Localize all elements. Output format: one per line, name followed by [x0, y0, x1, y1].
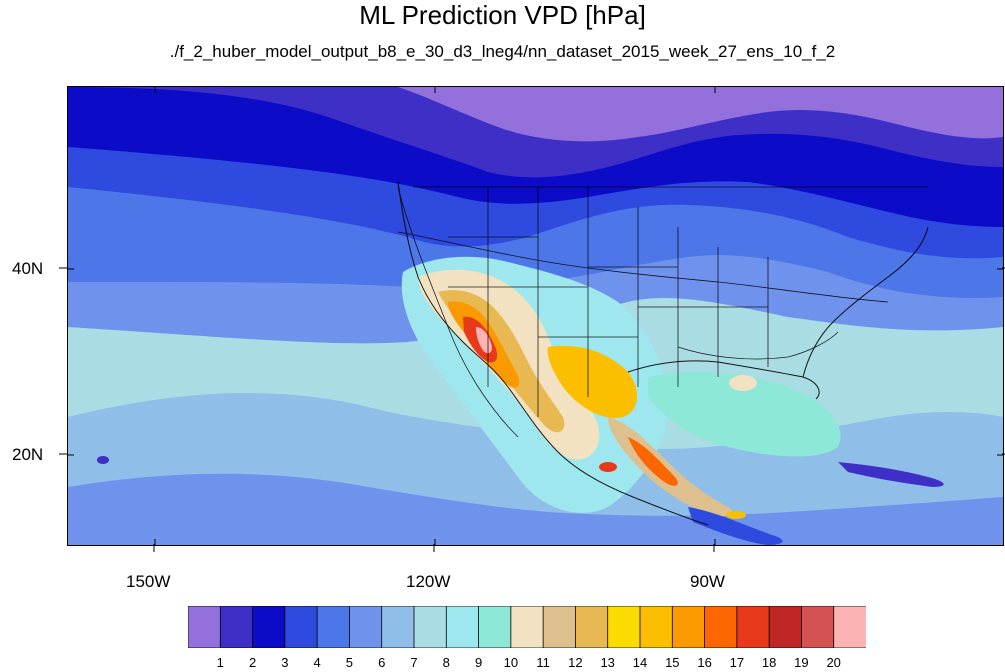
colorbar-swatch — [671, 606, 706, 648]
lat-label-20n: 20N — [12, 445, 44, 464]
colorbar-tick-label: 20 — [826, 655, 841, 670]
colorbar-tick-label: 13 — [600, 655, 615, 670]
colorbar-tick-label: 18 — [761, 655, 777, 670]
colorbar-tick-label: 14 — [632, 655, 648, 670]
colorbar-swatch — [833, 606, 866, 648]
colorbar-swatch — [542, 606, 577, 648]
colorbar-swatch — [219, 606, 254, 648]
colorbar-tick-label: 7 — [410, 655, 418, 670]
colorbar-swatch — [413, 606, 448, 648]
colorbar-swatch — [445, 606, 480, 648]
colorbar-tick-label: 5 — [345, 655, 353, 670]
colorbar-tick-label: 9 — [474, 655, 483, 670]
colorbar-swatch — [478, 606, 512, 648]
colorbar-swatch — [510, 606, 545, 648]
colorbar-tick-label: 2 — [248, 655, 257, 670]
colorbar-swatch — [768, 606, 803, 648]
colorbar-swatch — [607, 606, 641, 648]
colorbar-tick-label: 8 — [442, 655, 450, 670]
lat-label-40n: 40N — [12, 259, 44, 278]
colorbar-tick-label: 17 — [729, 655, 745, 670]
lon-label-150w: 150W — [126, 572, 171, 591]
colorbar-swatch — [381, 606, 415, 648]
colorbar-tick-label: 15 — [665, 655, 680, 670]
colorbar-tick-label: 4 — [313, 655, 321, 670]
colorbar-tick-label: 1 — [216, 655, 224, 670]
colorbar-tick-label: 16 — [697, 655, 712, 670]
chart-subtitle: ./f_2_huber_model_output_b8_e_30_d3_lneg… — [169, 42, 836, 61]
colorbar-swatch — [252, 606, 286, 648]
lon-label-120w: 120W — [406, 572, 451, 591]
colorbar — [188, 606, 866, 648]
colorbar-swatch — [736, 606, 771, 648]
colorbar-tick-label: 3 — [281, 655, 289, 670]
lon-label-90w: 90W — [690, 572, 725, 591]
map-panel — [67, 86, 1004, 546]
colorbar-swatch — [639, 606, 674, 648]
colorbar-swatch — [284, 606, 319, 648]
chart-title: ML Prediction VPD [hPa] — [359, 0, 646, 30]
vpd-field-map — [68, 87, 1003, 545]
colorbar-swatch — [704, 606, 738, 648]
colorbar-tick-label: 12 — [568, 655, 583, 670]
colorbar-tick-label: 11 — [536, 655, 550, 670]
colorbar-tick-label: 10 — [503, 655, 519, 670]
colorbar-tick-label: 6 — [378, 655, 386, 670]
colorbar-swatch — [316, 606, 351, 648]
colorbar-tick-label: 19 — [794, 655, 809, 670]
colorbar-swatch — [188, 606, 222, 648]
colorbar-swatch — [349, 606, 383, 648]
colorbar-swatch — [575, 606, 609, 648]
colorbar-swatch — [801, 606, 835, 648]
